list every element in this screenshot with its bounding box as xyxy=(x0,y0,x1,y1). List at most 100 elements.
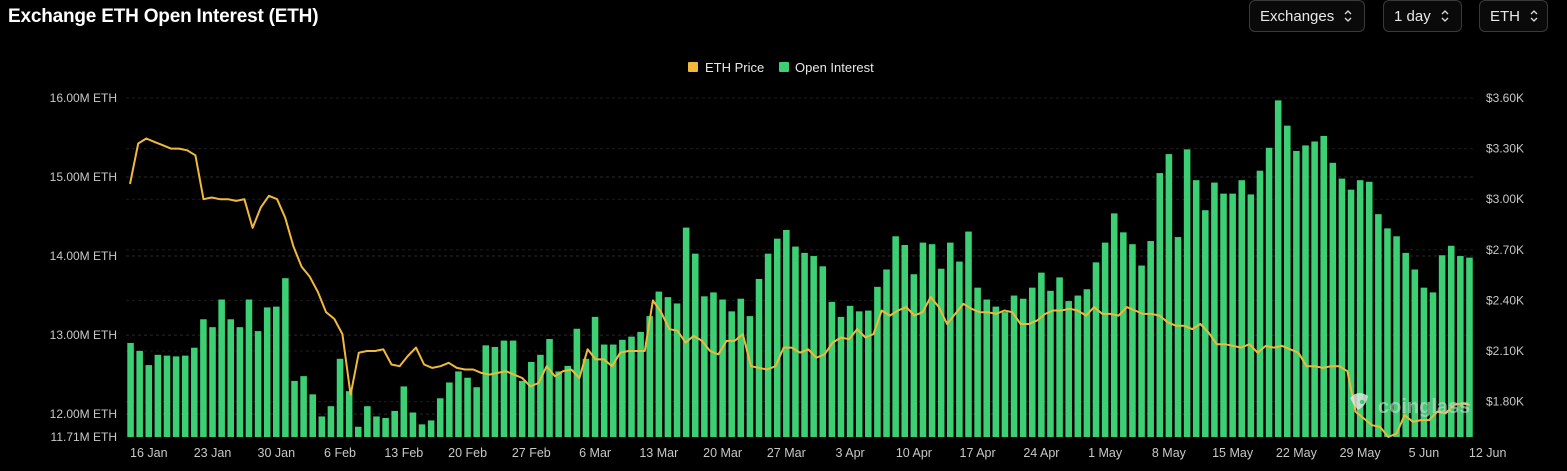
open-interest-bar[interactable] xyxy=(956,261,963,437)
open-interest-bar[interactable] xyxy=(1138,265,1145,437)
open-interest-bar[interactable] xyxy=(163,355,171,437)
open-interest-bar[interactable] xyxy=(719,299,726,438)
open-interest-bar[interactable] xyxy=(673,303,681,437)
open-interest-bar[interactable] xyxy=(682,227,690,437)
open-interest-bar[interactable] xyxy=(1429,292,1437,437)
open-interest-bar[interactable] xyxy=(1056,277,1063,437)
open-interest-bar[interactable] xyxy=(491,346,499,437)
open-interest-bar[interactable] xyxy=(846,305,854,437)
open-interest-bar[interactable] xyxy=(1284,125,1291,437)
open-interest-bar[interactable] xyxy=(1384,228,1391,437)
open-interest-bar[interactable] xyxy=(837,316,845,437)
open-interest-bar[interactable] xyxy=(792,246,799,437)
open-interest-bar[interactable] xyxy=(391,410,398,437)
open-interest-bar[interactable] xyxy=(573,328,581,437)
open-interest-bar[interactable] xyxy=(537,354,544,437)
open-interest-bar[interactable] xyxy=(409,412,417,438)
open-interest-bar[interactable] xyxy=(1338,178,1346,437)
open-interest-bar[interactable] xyxy=(1411,269,1419,437)
open-interest-bar[interactable] xyxy=(992,306,1000,437)
open-interest-bar[interactable] xyxy=(1329,162,1337,438)
open-interest-bar[interactable] xyxy=(1365,181,1373,437)
open-interest-bar[interactable] xyxy=(436,398,444,437)
exchange-select[interactable]: Exchanges xyxy=(1249,0,1365,32)
open-interest-bar[interactable] xyxy=(245,299,253,438)
legend-item-eth-price[interactable]: ETH Price xyxy=(688,60,764,75)
open-interest-bar[interactable] xyxy=(1211,182,1218,437)
open-interest-bar[interactable] xyxy=(628,336,635,437)
open-interest-bar[interactable] xyxy=(1402,252,1409,437)
open-interest-bar[interactable] xyxy=(1183,149,1191,438)
open-interest-bar[interactable] xyxy=(364,406,371,437)
open-interest-bar[interactable] xyxy=(646,316,653,437)
open-interest-bar[interactable] xyxy=(1238,180,1246,437)
open-interest-bar[interactable] xyxy=(1174,237,1182,437)
open-interest-bar[interactable] xyxy=(400,386,408,437)
open-interest-bar[interactable] xyxy=(254,331,262,437)
open-interest-bar[interactable] xyxy=(1347,189,1355,437)
open-interest-bar[interactable] xyxy=(1457,256,1464,437)
open-interest-bar[interactable] xyxy=(1192,180,1200,437)
open-interest-bar[interactable] xyxy=(919,242,927,437)
open-interest-bar[interactable] xyxy=(1129,244,1136,437)
open-interest-bar[interactable] xyxy=(701,296,708,437)
open-interest-bar[interactable] xyxy=(227,319,235,437)
open-interest-bar[interactable] xyxy=(1274,100,1282,438)
open-interest-bar[interactable] xyxy=(773,238,781,437)
open-interest-bar[interactable] xyxy=(1028,287,1036,437)
open-interest-bar[interactable] xyxy=(354,426,362,437)
open-interest-bar[interactable] xyxy=(1010,295,1018,437)
open-interest-bar[interactable] xyxy=(1156,173,1164,437)
eth-price-line[interactable] xyxy=(129,137,1471,438)
open-interest-bar[interactable] xyxy=(1147,241,1154,437)
interval-select[interactable]: 1 day xyxy=(1383,0,1462,32)
open-interest-bar[interactable] xyxy=(728,311,735,437)
open-interest-bar[interactable] xyxy=(518,380,526,437)
open-interest-bar[interactable] xyxy=(209,327,216,437)
open-interest-bar[interactable] xyxy=(619,339,626,437)
open-interest-bar[interactable] xyxy=(509,340,517,437)
open-interest-bar[interactable] xyxy=(318,416,326,437)
open-interest-bar[interactable] xyxy=(127,342,134,437)
open-interest-bar[interactable] xyxy=(655,291,663,437)
open-interest-bar[interactable] xyxy=(901,244,909,437)
open-interest-bar[interactable] xyxy=(819,266,827,437)
open-interest-bar[interactable] xyxy=(418,424,426,437)
open-interest-bar[interactable] xyxy=(1001,312,1009,437)
open-interest-bar[interactable] xyxy=(200,319,207,437)
open-interest-bar[interactable] xyxy=(865,310,872,437)
open-interest-bar[interactable] xyxy=(154,354,162,437)
open-interest-bar[interactable] xyxy=(1438,255,1446,437)
open-interest-bar[interactable] xyxy=(737,298,745,437)
open-interest-bar[interactable] xyxy=(473,387,480,437)
open-interest-bar[interactable] xyxy=(1302,145,1309,437)
open-interest-bar[interactable] xyxy=(1202,210,1209,437)
open-interest-bar[interactable] xyxy=(746,316,754,437)
open-interest-bar[interactable] xyxy=(1220,193,1227,437)
open-interest-bar[interactable] xyxy=(1101,242,1109,437)
open-interest-bar[interactable] xyxy=(1356,180,1364,437)
open-interest-bar[interactable] xyxy=(1110,213,1118,437)
open-interest-bar[interactable] xyxy=(336,358,344,437)
open-interest-bar[interactable] xyxy=(892,236,899,437)
open-interest-bar[interactable] xyxy=(455,371,462,437)
open-interest-bar[interactable] xyxy=(1038,272,1045,437)
open-interest-bar[interactable] xyxy=(1019,298,1027,437)
open-interest-bar[interactable] xyxy=(1065,301,1072,437)
open-interest-bar[interactable] xyxy=(300,376,307,437)
open-interest-bar[interactable] xyxy=(783,229,790,437)
open-interest-bar[interactable] xyxy=(181,355,189,437)
open-interest-bar[interactable] xyxy=(983,299,990,438)
open-interest-bar[interactable] xyxy=(828,301,836,437)
open-interest-bar[interactable] xyxy=(947,242,954,437)
open-interest-bar[interactable] xyxy=(1265,147,1273,437)
legend[interactable]: ETH Price Open Interest xyxy=(688,60,874,75)
open-interest-bar[interactable] xyxy=(191,347,198,437)
open-interest-bar[interactable] xyxy=(855,311,863,437)
open-interest-bar[interactable] xyxy=(172,356,180,437)
open-interest-bar[interactable] xyxy=(1311,141,1318,437)
open-interest-bar[interactable] xyxy=(1320,135,1327,437)
open-interest-bar[interactable] xyxy=(910,274,918,437)
open-interest-bar[interactable] xyxy=(464,377,471,437)
